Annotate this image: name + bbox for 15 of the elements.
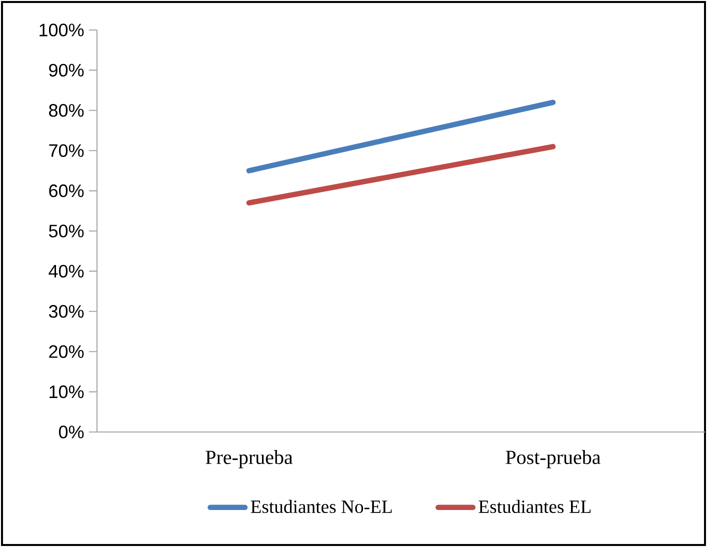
legend-label: Estudiantes No-EL <box>250 500 392 514</box>
y-tick-label: 50% <box>48 224 84 238</box>
legend-label: Estudiantes EL <box>478 500 591 514</box>
y-tick-label: 100% <box>40 24 84 36</box>
y-tick-label: 40% <box>48 264 84 278</box>
y-tick-label: 70% <box>49 144 84 157</box>
y-tick-label: 0% <box>58 426 84 438</box>
y-tick-label: 30% <box>48 305 84 318</box>
y-tick-label: 60% <box>49 184 84 198</box>
x-tick-label: Post-prueba <box>506 450 600 468</box>
y-tick-label: 90% <box>49 64 84 77</box>
x-tick-label: Pre-prueba <box>206 450 293 468</box>
y-tick-label: 80% <box>49 104 84 117</box>
y-tick-label: 10% <box>50 385 84 398</box>
y-tick-label: 20% <box>49 345 84 358</box>
